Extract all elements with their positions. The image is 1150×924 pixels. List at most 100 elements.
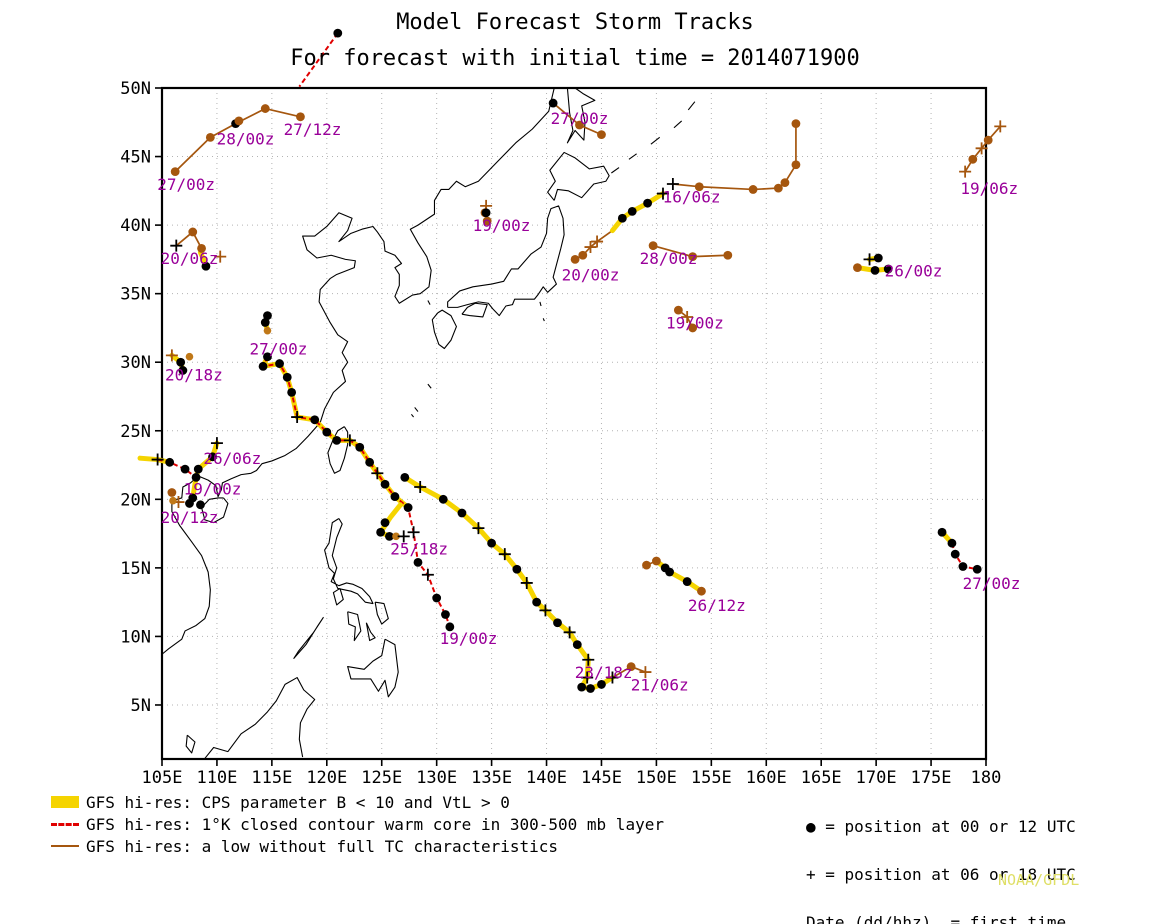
position-dot-marker: [937, 527, 947, 537]
coastline: [542, 318, 545, 322]
coastline: [185, 734, 196, 754]
track-date-label: 20/18z: [165, 366, 223, 385]
position-dot-marker: [201, 261, 211, 271]
credit-noaa-gfdl: NOAA/GFDL: [998, 871, 1080, 889]
position-dot-marker: [191, 472, 201, 482]
position-dot-marker: [958, 562, 968, 571]
position-dot-marker: [597, 130, 606, 140]
coastline: [427, 383, 432, 389]
position-plus-marker: [214, 250, 227, 263]
coastline: [332, 587, 344, 606]
position-dot-marker: [487, 538, 496, 548]
x-axis-tick-label: 145E: [581, 768, 622, 788]
track-date-label: 26/12z: [688, 596, 746, 615]
position-dot-marker: [438, 494, 448, 504]
coastline: [650, 136, 661, 145]
x-axis-tick-label: 125E: [361, 768, 402, 788]
position-plus-marker: [539, 604, 552, 617]
track-date-label: 19/00z: [440, 629, 498, 648]
y-axis-tick-label: 10N: [120, 627, 151, 647]
position-dot-marker: [748, 185, 758, 194]
track-date-label: 20/12z: [161, 508, 219, 527]
position-plus-marker: [343, 434, 356, 447]
legend-swatch-yellow-bar: [51, 796, 79, 808]
position-plus-marker: [584, 241, 597, 254]
position-plus-marker: [639, 666, 652, 679]
position-plus-marker: [472, 522, 485, 535]
legend-row-cps: GFS hi-res: CPS parameter B < 10 and VtL…: [51, 792, 510, 812]
x-axis-tick-label: 170E: [856, 768, 897, 788]
coastline: [293, 616, 324, 659]
position-dot-marker: [380, 518, 390, 528]
position-dot-marker: [548, 98, 558, 108]
position-dot-marker: [572, 640, 582, 650]
position-dot-marker: [167, 488, 177, 497]
position-dot-marker: [983, 135, 993, 145]
x-axis-tick-label: 105E: [142, 768, 183, 788]
position-plus-marker: [397, 530, 410, 543]
position-dot-marker: [626, 662, 636, 671]
position-dot-marker: [400, 472, 410, 482]
track-date-label: 27/12z: [284, 120, 342, 139]
position-dot-marker: [682, 577, 692, 586]
position-dot-marker: [260, 318, 270, 327]
position-dot-marker: [275, 359, 284, 368]
position-dot-marker: [643, 198, 653, 208]
coastline: [427, 300, 431, 305]
position-dot-marker: [780, 178, 790, 188]
position-plus-marker: [210, 437, 223, 450]
position-dot-marker: [870, 265, 880, 275]
coastline: [461, 302, 488, 318]
track-date-label: 26/06z: [203, 449, 261, 468]
position-dot-marker: [403, 503, 413, 512]
track-date-label: 19/00z: [184, 479, 242, 498]
position-dot-marker: [188, 227, 198, 237]
position-dot-marker: [169, 496, 177, 505]
coastline: [410, 413, 415, 418]
position-plus-marker: [606, 671, 619, 684]
coastline: [673, 120, 683, 129]
track-date-label: 20/00z: [562, 265, 620, 284]
track-date-label: 27/00z: [250, 340, 308, 359]
coastline: [628, 153, 637, 160]
position-dot-marker: [365, 457, 375, 467]
y-axis-tick-label: 5N: [131, 696, 151, 716]
storm-track-main-27-00z-red: [262, 356, 451, 628]
coastline: [431, 309, 457, 350]
y-axis-tick-label: 45N: [120, 148, 151, 168]
track-date-label: 27/00z: [963, 574, 1021, 593]
x-axis-tick-label: 160E: [746, 768, 787, 788]
track-date-label: 28/00z: [217, 130, 275, 149]
y-axis-tick-label: 40N: [120, 216, 151, 236]
coastline: [201, 497, 229, 524]
position-dot-marker: [723, 250, 733, 260]
position-dot-marker: [333, 28, 343, 38]
position-dot-marker: [332, 435, 342, 445]
position-dot-marker: [413, 557, 423, 567]
position-dot-marker: [376, 527, 386, 537]
position-dot-marker: [208, 452, 217, 462]
storm-track-c-25-18z-y1: [378, 502, 403, 535]
position-plus-marker: [959, 165, 972, 178]
position-dot-marker: [688, 323, 698, 333]
x-axis-tick-label: 175E: [911, 768, 952, 788]
marker-key-dot: ● = position at 00 or 12 UTC: [806, 817, 1076, 836]
storm-track-main-23-18z-yellow: [402, 474, 615, 692]
position-dot-marker: [950, 549, 960, 559]
coastline: [324, 518, 374, 605]
track-date-label: 26/00z: [885, 261, 943, 280]
y-axis-tick-label: 25N: [120, 422, 151, 442]
position-plus-marker: [421, 568, 434, 581]
position-dot-marker: [263, 326, 272, 335]
position-dot-marker: [627, 206, 637, 216]
position-plus-marker: [498, 548, 511, 561]
position-dot-marker: [234, 116, 244, 126]
position-dot-marker: [282, 372, 292, 382]
y-axis-tick-label: 30N: [120, 353, 151, 373]
track-date-label: 19/00z: [666, 313, 724, 332]
storm-track-offmap-north: [298, 32, 339, 88]
x-axis-tick-label: 110E: [196, 768, 237, 788]
position-plus-marker: [371, 467, 384, 480]
position-dot-marker: [648, 241, 658, 251]
